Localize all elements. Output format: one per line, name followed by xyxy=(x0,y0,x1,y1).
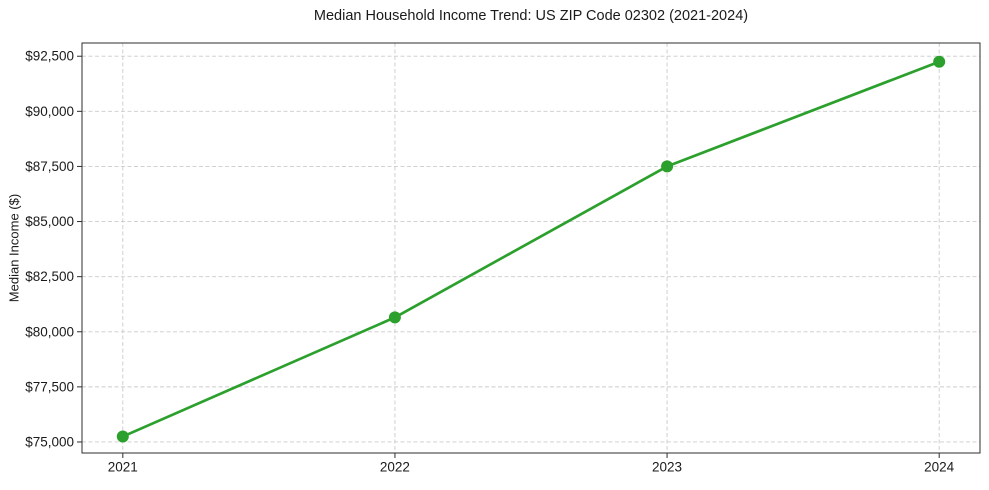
y-tick-label: $87,500 xyxy=(25,159,74,174)
y-tick-label: $80,000 xyxy=(25,324,74,339)
y-tick-label: $77,500 xyxy=(25,379,74,394)
data-point-2021 xyxy=(116,430,129,443)
y-tick-label: $85,000 xyxy=(25,214,74,229)
plot-border xyxy=(81,42,981,454)
data-point-2023 xyxy=(661,160,674,173)
trend-line xyxy=(121,60,941,438)
y-tick-label: $92,500 xyxy=(25,49,74,64)
x-tick-label: 2024 xyxy=(924,460,955,475)
x-tick-label: 2022 xyxy=(380,460,410,475)
y-tick-label: $90,000 xyxy=(25,104,74,119)
data-point-2024 xyxy=(933,55,946,68)
y-tick-label: $82,500 xyxy=(25,269,74,284)
chart-title: Median Household Income Trend: US ZIP Co… xyxy=(313,8,749,24)
x-tick-label: 2021 xyxy=(108,460,138,475)
y-tick-label: $75,000 xyxy=(25,434,74,449)
data-point-2022 xyxy=(388,311,401,324)
x-tick-label: 2023 xyxy=(652,460,682,475)
